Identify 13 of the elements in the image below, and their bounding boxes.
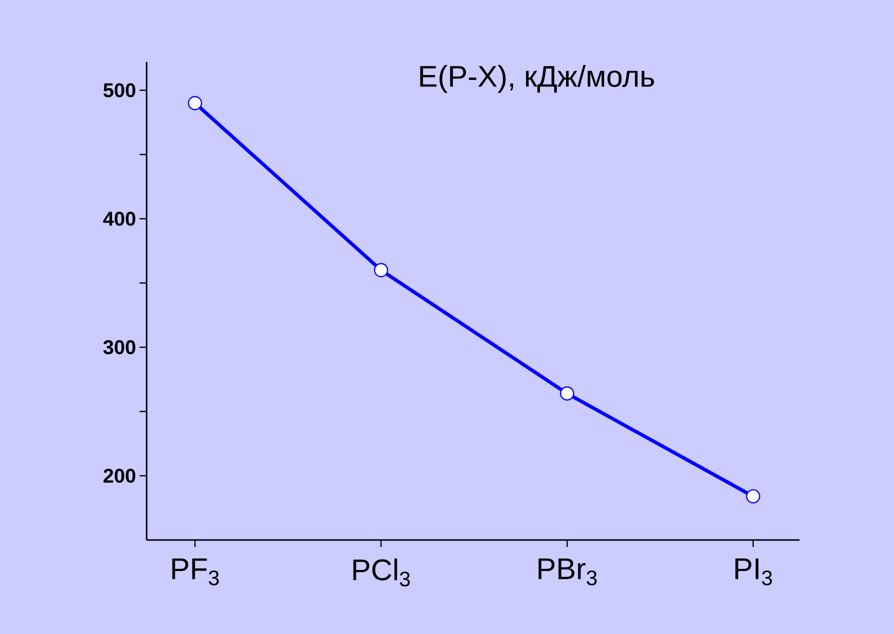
x-tick-label: PI$_{3}$ bbox=[735, 558, 772, 586]
point bbox=[560, 386, 574, 401]
x-tick-label: PCl$_{3}$ bbox=[353, 558, 410, 586]
y-tick-label: 500 bbox=[103, 83, 136, 98]
x-tick-label: PF$_{3}$ bbox=[172, 558, 219, 586]
y-tick-label: 400 bbox=[103, 212, 136, 226]
point bbox=[746, 489, 760, 504]
y-tick-label: 200 bbox=[104, 468, 136, 483]
y-tick-label: 300 bbox=[103, 340, 136, 354]
chart-title: E(P-X), кДж/моль bbox=[420, 65, 654, 93]
x-tick-label: PBr$_{3}$ bbox=[538, 558, 597, 586]
point bbox=[188, 96, 202, 110]
point bbox=[374, 263, 388, 278]
